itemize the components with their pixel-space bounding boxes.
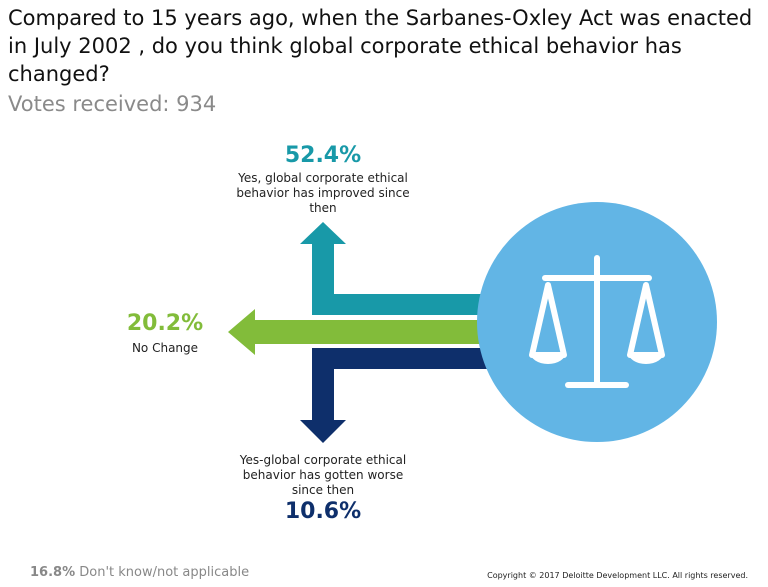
option-label: Yes, global corporate ethical behavior h… [236,171,410,215]
arrow-down [300,348,500,443]
percent: 20.2% [126,311,204,336]
scale-icon [529,255,665,388]
option-label: Yes-global corporate ethical behavior ha… [239,453,407,497]
scale-pan-right [628,352,664,364]
percent: 52.4% [284,143,362,168]
votes: Votes received: 934 [8,92,217,116]
title: Compared to 15 years ago, when the Sarba… [8,6,753,86]
copyright: Copyright © 2017 Deloitte Development LL… [487,571,748,580]
arrow-left [228,309,490,355]
footer-percent: 16.8% [30,565,76,580]
footer-label: Don't know/not applicable [79,565,250,580]
scale-pan-left [530,352,566,364]
arrow-up [300,222,500,315]
footer-note: 16.8% Don't know/not applicable [30,565,249,580]
option-label: No Change [131,341,199,355]
percent: 10.6% [284,499,362,524]
